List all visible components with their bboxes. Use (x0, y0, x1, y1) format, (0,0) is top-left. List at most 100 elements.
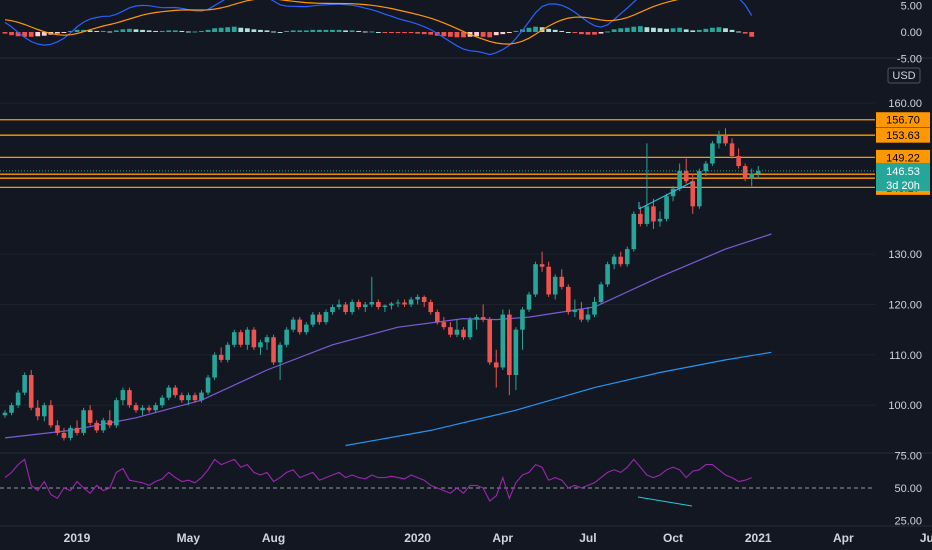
macd-histogram-bar (356, 30, 362, 32)
candle-body (94, 422, 99, 431)
candle-body (297, 319, 303, 333)
candle-body (585, 314, 591, 320)
price-tick-label: 160.00 (888, 98, 922, 110)
date-label: Jul (920, 531, 932, 545)
macd-histogram-bar (238, 27, 244, 32)
macd-histogram-bar (408, 32, 414, 34)
candle-body (159, 397, 165, 406)
macd-histogram-bar (41, 32, 47, 36)
macd-histogram-bar (644, 27, 650, 32)
macd-tick-label: -5.00 (897, 54, 922, 66)
candle-body (592, 301, 597, 315)
macd-histogram-bar (100, 30, 106, 32)
macd-histogram-bar (9, 32, 14, 36)
candle-body (736, 155, 741, 167)
currency-badge[interactable]: USD (887, 67, 921, 84)
candle-body (605, 264, 610, 285)
macd-histogram-bar (631, 26, 637, 32)
candle-body (120, 390, 126, 401)
macd-histogram-bar (546, 28, 552, 32)
candle-body (690, 181, 696, 207)
moving-average-slow (345, 351, 772, 447)
macd-histogram-bar (506, 32, 512, 34)
rsi-tick-label: 75.00 (894, 451, 922, 463)
macd-histogram-bar (382, 32, 388, 33)
macd-histogram-bar (186, 31, 191, 33)
candle-body (539, 264, 545, 267)
candle-body (343, 304, 348, 313)
macd-histogram-bar (454, 32, 460, 38)
candle-body (68, 427, 73, 438)
candle-body (461, 329, 466, 338)
macd-axis: 5.00 0.00 -5.00 (897, 1, 922, 66)
candle-body (533, 264, 538, 295)
macd-histogram-bar (703, 28, 709, 32)
candle-body (683, 171, 689, 182)
macd-histogram-bar (297, 30, 303, 32)
macd-histogram-bar (87, 30, 93, 32)
macd-histogram-bar (729, 29, 735, 32)
candle-body (238, 332, 244, 345)
macd-histogram-bar (389, 32, 394, 33)
candle-body (2, 412, 8, 416)
candle-body (107, 420, 113, 426)
macd-histogram-bar (441, 32, 447, 37)
macd-histogram-bar (696, 29, 702, 32)
candle-body (493, 362, 499, 368)
candle-body (389, 303, 394, 306)
candle-body (225, 344, 230, 360)
candle-body (703, 163, 709, 172)
macd-tick-label: 0.00 (901, 27, 922, 39)
time-axis: 2019 May Aug 2020 Apr Jul Oct 2021 Apr Jul (0, 525, 932, 545)
date-label: May (177, 531, 201, 545)
candle-body (428, 301, 434, 313)
rsi-line (4, 458, 752, 502)
candle-body (290, 319, 296, 330)
candle-body (697, 171, 702, 207)
macd-histogram-bar (395, 32, 401, 34)
macd-histogram-bar (166, 30, 172, 32)
candle-body (546, 266, 551, 295)
macd-signal-line (4, 0, 679, 45)
macd-histogram-bar (251, 29, 257, 32)
trendline[interactable] (638, 181, 693, 210)
rsi-pane: 75.00 50.00 25.00 (0, 451, 932, 528)
macd-histogram-bar (402, 32, 407, 34)
macd-histogram-bar (487, 32, 493, 38)
macd-histogram-bar (205, 29, 211, 32)
macd-histogram-bar (323, 29, 329, 32)
candle-body (520, 309, 525, 330)
candle-body (317, 314, 322, 323)
date-label: Aug (262, 531, 285, 545)
rsi-divergence-line[interactable] (637, 496, 693, 507)
candle-body (369, 301, 375, 305)
candle-body (376, 301, 381, 308)
macd-histogram-bar (61, 32, 67, 33)
candle-body (74, 427, 80, 433)
candle-body (487, 319, 492, 363)
macd-histogram-bar (415, 32, 421, 34)
candle-body (153, 405, 158, 411)
macd-histogram-bar (493, 32, 499, 36)
macd-histogram-bar (107, 31, 113, 33)
date-label: Apr (833, 531, 854, 545)
candle-body (349, 301, 355, 313)
macd-histogram-bar (81, 29, 86, 32)
candle-body (245, 329, 250, 345)
candle-body (638, 213, 643, 224)
horizontal-levels[interactable] (0, 119, 875, 188)
macd-histogram-bar (140, 29, 145, 32)
bar-countdown: 3d 20h (886, 180, 920, 192)
candle-body (507, 314, 512, 375)
last-price-tag: 146.53 3d 20h (876, 162, 930, 192)
level-tag (876, 127, 930, 143)
macd-histogram-bar (513, 30, 519, 32)
candle-body (382, 305, 388, 308)
candle-body (579, 309, 584, 320)
candle-body (336, 304, 342, 308)
candle-body (42, 405, 47, 417)
macd-histogram-bar (533, 26, 538, 32)
candle-body (258, 342, 263, 348)
macd-histogram-bar (605, 31, 610, 33)
